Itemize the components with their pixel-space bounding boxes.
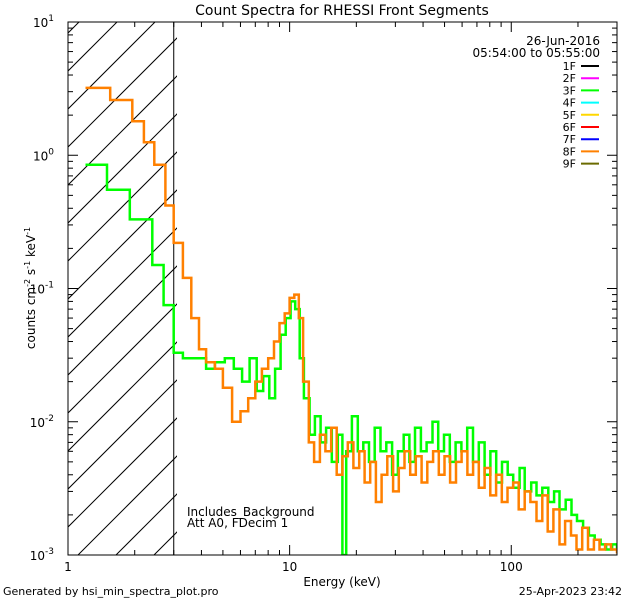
y-tick-label: 10-3	[30, 547, 54, 563]
y-tick-label: 10-2	[30, 414, 54, 430]
annotation-attenuator: Att A0, FDecim 1	[187, 516, 288, 530]
series-line-8F	[85, 86, 617, 554]
legend-label: 7F	[563, 133, 576, 146]
legend-label: 8F	[563, 145, 576, 158]
legend-label: 3F	[563, 84, 576, 97]
legend-label: 5F	[563, 109, 576, 122]
hatch-line	[68, 227, 177, 338]
hatch-line	[77, 455, 177, 555]
x-tick-label: 10	[282, 560, 297, 574]
legend-label: 6F	[563, 121, 576, 134]
hatch-line	[68, 379, 177, 490]
y-tick-label: 101	[33, 14, 54, 30]
annotation-background: Includes_Background	[187, 505, 315, 519]
hatch-line	[68, 265, 177, 376]
chart-title: Count Spectra for RHESSI Front Segments	[195, 3, 489, 19]
hatch-line	[68, 417, 177, 528]
x-tick-label: 1	[64, 560, 72, 574]
legend-label: 1F	[563, 60, 576, 73]
x-tick-label: 100	[500, 560, 523, 574]
footer-timestamp: 25-Apr-2023 23:42	[519, 585, 622, 598]
date-label: 26-Jun-2016	[526, 34, 600, 48]
hatch-line	[68, 37, 177, 148]
x-axis-label: Energy (keV)	[303, 575, 380, 589]
y-tick-label: 100	[33, 147, 54, 163]
footer-generated-by: Generated by hsi_min_spectra_plot.pro	[3, 585, 219, 598]
y-tick-label: 10-1	[30, 281, 54, 297]
shaded-region	[68, 22, 177, 555]
legend-label: 4F	[563, 97, 576, 110]
hatch-line	[68, 75, 177, 186]
hatch-line	[68, 189, 177, 300]
time-range-label: 05:54:00 to 05:55:00	[473, 46, 600, 60]
legend-label: 9F	[563, 158, 576, 171]
legend-label: 2F	[563, 72, 576, 85]
y-axis-label: counts cm-2 s-1 keV-1	[23, 227, 38, 349]
